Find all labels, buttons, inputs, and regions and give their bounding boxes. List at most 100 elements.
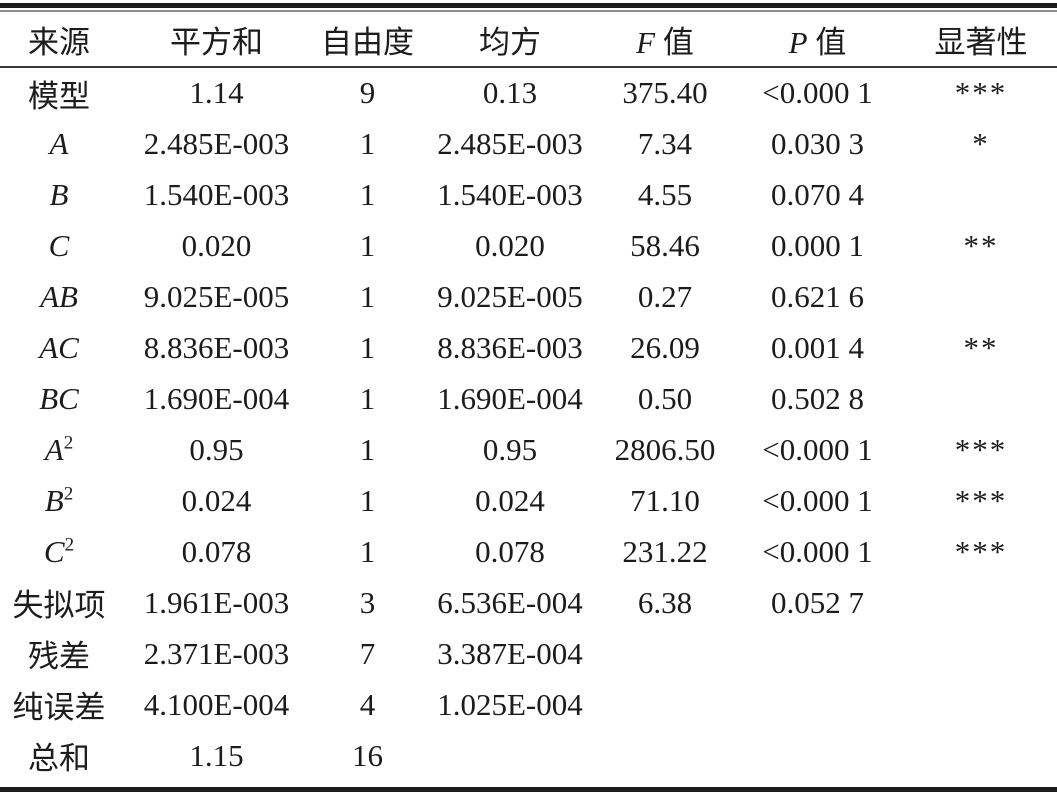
cell-source: BC bbox=[39, 380, 79, 416]
cell-ss: 1.690E-004 bbox=[143, 380, 290, 416]
cell-sig: *** bbox=[954, 431, 1008, 467]
cell-ms bbox=[420, 730, 600, 781]
cell-sig: *** bbox=[954, 533, 1008, 569]
column-header-df: 自由度 bbox=[321, 24, 414, 60]
cell-sig bbox=[905, 577, 1057, 628]
cell-source: 残差 bbox=[28, 639, 90, 674]
table-row: 总和 1.15 16 bbox=[0, 730, 1057, 781]
anova-table: 来源 平方和 自由度 均方 F 值 P 值 显著性 模型 1.14 9 0.13 375.40 <0.… bbox=[0, 12, 1057, 781]
table-row: C2 0.078 1 0.078 231.22 <0.000 1 *** bbox=[0, 526, 1057, 577]
table-row: B2 0.024 1 0.024 71.10 <0.000 1 *** bbox=[0, 475, 1057, 526]
cell-ss: 2.485E-003 bbox=[143, 125, 290, 161]
cell-df: 9 bbox=[359, 75, 376, 110]
source-superscript: 2 bbox=[63, 432, 74, 454]
cell-ss: 0.020 bbox=[181, 227, 252, 263]
table-bottom-thick-rule bbox=[0, 787, 1057, 792]
cell-source: AB bbox=[40, 278, 78, 314]
cell-df: 1 bbox=[359, 533, 376, 569]
cell-p: <0.000 1 bbox=[762, 75, 873, 110]
cell-p: 0.070 4 bbox=[771, 176, 864, 212]
cell-sig bbox=[905, 373, 1057, 424]
cell-source: 失拟项 bbox=[12, 588, 106, 623]
cell-p: 0.502 8 bbox=[771, 380, 864, 416]
cell-f bbox=[600, 730, 730, 781]
cell-ms: 0.078 bbox=[475, 533, 545, 569]
cell-ms: 2.485E-003 bbox=[437, 125, 583, 161]
cell-p: 0.001 4 bbox=[771, 329, 864, 365]
cell-f: 0.50 bbox=[637, 380, 693, 416]
table-row: 残差 2.371E-003 7 3.387E-004 bbox=[0, 628, 1057, 679]
cell-f: 6.38 bbox=[637, 584, 693, 620]
cell-sig: *** bbox=[954, 75, 1008, 110]
table-row: 失拟项 1.961E-003 3 6.536E-004 6.38 0.052 7 bbox=[0, 577, 1057, 628]
cell-ms: 9.025E-005 bbox=[437, 278, 583, 314]
cell-ss: 0.024 bbox=[181, 482, 252, 518]
column-header-p: P 值 bbox=[788, 24, 847, 60]
cell-f bbox=[600, 679, 730, 730]
cell-p bbox=[730, 679, 905, 730]
cell-sig bbox=[905, 679, 1057, 730]
table-row: C 0.020 1 0.020 58.46 0.000 1 ** bbox=[0, 220, 1057, 271]
column-header-f: F 值 bbox=[636, 24, 694, 60]
table-row: AB 9.025E-005 1 9.025E-005 0.27 0.621 6 bbox=[0, 271, 1057, 322]
cell-source: B2 bbox=[44, 482, 74, 518]
cell-source: A bbox=[49, 125, 69, 161]
column-header-italic-symbol: F bbox=[636, 24, 656, 60]
cell-f: 71.10 bbox=[630, 482, 700, 518]
cell-sig bbox=[905, 271, 1057, 322]
cell-f bbox=[600, 628, 730, 679]
table-row: A2 0.95 1 0.95 2806.50 <0.000 1 *** bbox=[0, 424, 1057, 475]
cell-ms: 0.024 bbox=[475, 482, 545, 518]
table-top-thin-rule bbox=[0, 10, 1057, 12]
cell-sig: ** bbox=[963, 227, 999, 263]
cell-df: 16 bbox=[352, 737, 383, 773]
table-row: 模型 1.14 9 0.13 375.40 <0.000 1 *** bbox=[0, 67, 1057, 118]
cell-ms: 1.025E-004 bbox=[437, 686, 583, 722]
cell-df: 1 bbox=[359, 227, 376, 263]
table-header-row: 来源 平方和 自由度 均方 F 值 P 值 显著性 bbox=[0, 12, 1057, 67]
table-row: AC 8.836E-003 1 8.836E-003 26.09 0.001 4 ** bbox=[0, 322, 1057, 373]
cell-ms: 8.836E-003 bbox=[437, 329, 583, 365]
cell-p: 0.052 7 bbox=[771, 584, 864, 620]
cell-ms: 0.020 bbox=[475, 227, 545, 263]
cell-sig bbox=[905, 169, 1057, 220]
cell-p: <0.000 1 bbox=[762, 533, 873, 569]
cell-sig bbox=[905, 628, 1057, 679]
cell-df: 1 bbox=[359, 431, 376, 467]
source-superscript: 2 bbox=[63, 483, 74, 505]
cell-source: A2 bbox=[44, 431, 74, 467]
cell-source: C bbox=[48, 227, 70, 263]
table-header: 来源 平方和 自由度 均方 F 值 P 值 显著性 bbox=[0, 12, 1057, 67]
table-row: 纯误差 4.100E-004 4 1.025E-004 bbox=[0, 679, 1057, 730]
column-header-italic-symbol: P bbox=[788, 24, 808, 60]
cell-f: 7.34 bbox=[637, 125, 693, 161]
cell-p: 0.030 3 bbox=[771, 125, 864, 161]
cell-p: 0.000 1 bbox=[771, 227, 864, 263]
cell-ss: 1.961E-003 bbox=[143, 584, 290, 620]
cell-p: <0.000 1 bbox=[762, 482, 873, 518]
cell-ss: 0.078 bbox=[181, 533, 252, 569]
cell-f: 231.22 bbox=[622, 533, 708, 569]
cell-p: 0.621 6 bbox=[771, 278, 864, 314]
cell-df: 7 bbox=[359, 635, 376, 671]
cell-source: AC bbox=[39, 329, 79, 365]
cell-df: 1 bbox=[359, 125, 376, 161]
cell-df: 4 bbox=[359, 686, 376, 722]
cell-sig: * bbox=[972, 125, 990, 161]
cell-ms: 0.13 bbox=[482, 75, 538, 110]
cell-ss: 2.371E-003 bbox=[143, 635, 290, 671]
cell-ms: 1.690E-004 bbox=[437, 380, 583, 416]
table-top-thick-rule bbox=[0, 3, 1057, 8]
cell-df: 3 bbox=[359, 584, 376, 620]
cell-df: 1 bbox=[359, 482, 376, 518]
cell-ss: 9.025E-005 bbox=[143, 278, 290, 314]
cell-ms: 6.536E-004 bbox=[437, 584, 583, 620]
cell-df: 1 bbox=[359, 176, 376, 212]
cell-sig: *** bbox=[954, 482, 1008, 518]
cell-ss: 4.100E-004 bbox=[143, 686, 290, 722]
cell-p: <0.000 1 bbox=[762, 431, 873, 467]
cell-source: 总和 bbox=[28, 741, 90, 776]
cell-sig: ** bbox=[963, 329, 999, 365]
table-row: BC 1.690E-004 1 1.690E-004 0.50 0.502 8 bbox=[0, 373, 1057, 424]
